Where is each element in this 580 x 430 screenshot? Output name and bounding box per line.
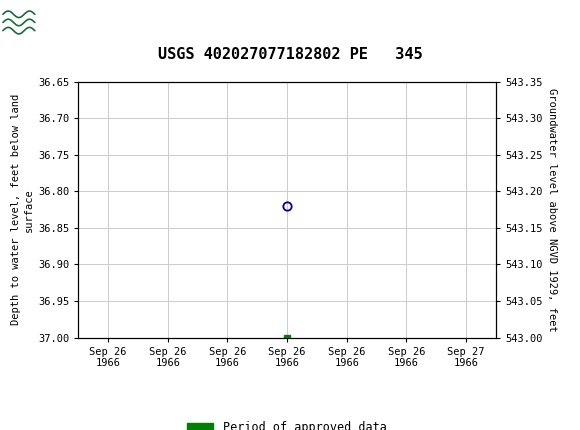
Text: USGS: USGS [44,11,103,30]
Y-axis label: Groundwater level above NGVD 1929, feet: Groundwater level above NGVD 1929, feet [546,88,557,332]
Text: USGS 402027077182802 PE   345: USGS 402027077182802 PE 345 [158,47,422,62]
Y-axis label: Depth to water level, feet below land
surface: Depth to water level, feet below land su… [10,94,34,325]
Legend: Period of approved data: Period of approved data [183,417,392,430]
FancyBboxPatch shape [0,0,38,41]
